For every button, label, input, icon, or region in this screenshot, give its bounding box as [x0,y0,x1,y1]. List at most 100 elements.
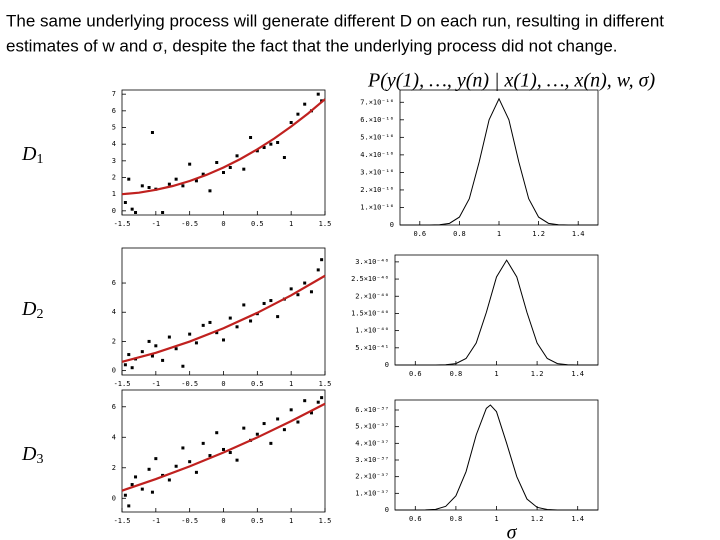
y-tick-label: 1 [112,190,116,198]
x-tick-label: 0.8 [450,515,463,523]
x-tick-label: 1.2 [532,230,545,238]
x-tick-label: 1 [289,220,293,228]
x-tick-label: 1.4 [571,515,584,523]
point [188,332,192,336]
point [269,142,273,146]
dataset-letter: D [21,443,37,465]
point [154,344,158,348]
point [147,186,151,189]
point [249,136,253,139]
y-tick-label: 4 [112,308,116,316]
point [181,364,185,368]
plot-frame [394,399,599,511]
point [316,92,320,96]
curve [121,98,326,196]
point [167,182,171,186]
point [303,281,307,285]
x-tick-label: 1.2 [531,515,544,523]
point [309,411,313,415]
y-tick-label: 6.×10⁻³⁷ [355,406,389,414]
y-tick-label: 4.×10⁻¹⁶ [360,151,394,159]
x-tick-label: 1 [289,517,293,525]
point [134,211,138,214]
point [276,315,280,319]
point [269,441,273,445]
x-tick-label: -0.5 [181,380,198,388]
y-tick-label: 0 [112,207,116,215]
point [215,161,219,164]
point [222,171,225,174]
point [123,363,127,367]
point [235,325,239,329]
point [316,268,320,272]
point [194,341,198,345]
x-tick-label: -0.5 [181,220,198,228]
plot-frame [121,389,326,513]
point [130,483,134,487]
y-tick-label: 1.5×10⁻⁴⁰ [351,309,389,317]
y-tick-label: 6 [112,403,116,411]
x-tick-label: 1.5 [319,380,332,388]
point [127,353,131,357]
y-tick-label: 2 [112,174,116,182]
x-tick-label: 0.8 [453,230,466,238]
point [249,319,253,323]
y-tick-label: 1.×10⁻¹⁶ [360,203,394,211]
point [123,493,127,497]
x-tick-label: -1 [152,220,160,228]
y-tick-label: 3.×10⁻¹⁶ [360,168,394,176]
point [150,131,154,134]
x-axis-label: σ [507,522,518,540]
y-tick-label: 6.×10⁻¹⁶ [360,116,394,124]
x-tick-label: -1 [152,517,160,525]
y-tick-label: 3 [112,157,116,165]
x-tick-label: 1 [494,515,498,523]
point [140,350,144,354]
x-tick-label: 1.5 [319,220,332,228]
x-tick-label: 0.6 [409,515,422,523]
point [201,172,205,176]
point [255,432,259,436]
point [228,316,232,320]
point [289,408,293,412]
y-tick-label: 2.×10⁻¹⁶ [360,186,394,194]
point [154,457,158,461]
point [296,420,300,424]
point [130,207,134,211]
point [147,467,151,471]
x-tick-label: -1.5 [114,380,131,388]
y-tick-label: 4 [112,433,116,441]
point [174,347,178,351]
point [130,366,134,370]
x-tick-label: 0.5 [251,220,264,228]
y-tick-label: 2 [112,337,116,345]
x-tick-label: 0.5 [251,380,264,388]
point [222,338,225,342]
point [242,426,246,430]
x-tick-label: 1.4 [571,370,584,378]
y-tick-label: 0 [385,361,389,369]
x-tick-label: 0.5 [251,517,264,525]
point [316,400,320,404]
y-tick-label: 5.×10⁻³⁷ [355,423,389,431]
point [167,478,171,482]
point [289,287,293,291]
point [262,146,266,149]
y-tick-label: 2.5×10⁻⁴⁰ [351,275,389,283]
y-tick-label: 2.×10⁻³⁷ [355,473,389,481]
formula: P(y(1), …, y(n) | x(1), …, x(n), w, σ) [367,70,655,92]
y-tick-label: 6 [112,107,116,115]
y-tick-label: 4 [112,140,116,148]
curve [400,97,598,226]
point [296,293,300,297]
x-tick-label: 0 [221,380,225,388]
point [127,504,131,508]
y-tick-label: 4.×10⁻³⁷ [355,439,389,447]
y-tick-label: 5.×10⁻⁴¹ [355,344,389,352]
x-tick-label: 1 [497,230,501,238]
plot-frame [394,254,599,366]
dataset-index: 3 [36,452,43,467]
x-tick-label: 0.6 [409,370,422,378]
point [235,154,239,158]
